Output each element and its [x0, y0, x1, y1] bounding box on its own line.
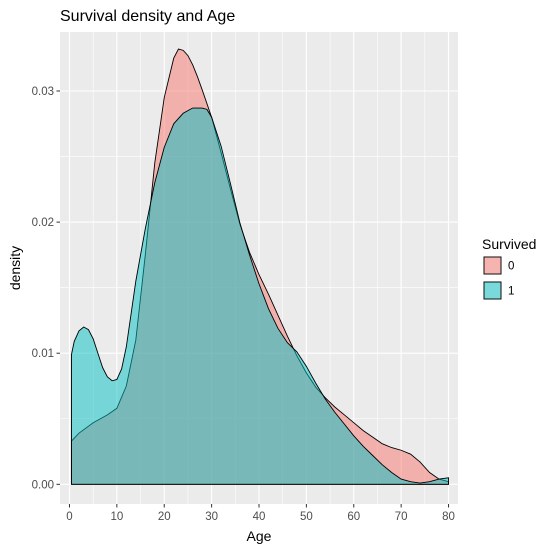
legend-title: Survived [482, 236, 536, 252]
x-tick-label: 10 [110, 511, 123, 523]
x-tick-label: 70 [395, 511, 408, 523]
x-tick-label: 0 [66, 511, 72, 523]
y-tick-label: 0.01 [32, 348, 54, 360]
density-area-survived-1 [71, 107, 449, 485]
legend-label-0: 0 [508, 261, 514, 273]
chart-title: Survival density and Age [60, 8, 235, 25]
area-layer [71, 48, 449, 485]
x-tick-label: 50 [300, 511, 313, 523]
x-tick-label: 20 [158, 511, 171, 523]
x-tick-label: 60 [347, 511, 360, 523]
legend-label-1: 1 [508, 286, 514, 298]
x-tick-label: 30 [205, 511, 218, 523]
legend-key-swatch-0 [483, 256, 502, 275]
y-axis-title: density [7, 246, 23, 290]
x-tick-label: 40 [253, 511, 266, 523]
y-tick-label: 0.02 [32, 217, 54, 229]
y-tick-label: 0.03 [32, 86, 54, 98]
x-axis-title: Age [247, 528, 272, 544]
legend-key-swatch-1 [483, 281, 502, 300]
x-tick-label: 80 [442, 511, 455, 523]
axis-layer: 0 10 20 30 40 50 60 70 80 0.00 0.01 0.02 0.03 [32, 86, 455, 523]
y-tick-label: 0.00 [32, 479, 54, 491]
legend: Survived 0 1 [482, 236, 536, 300]
